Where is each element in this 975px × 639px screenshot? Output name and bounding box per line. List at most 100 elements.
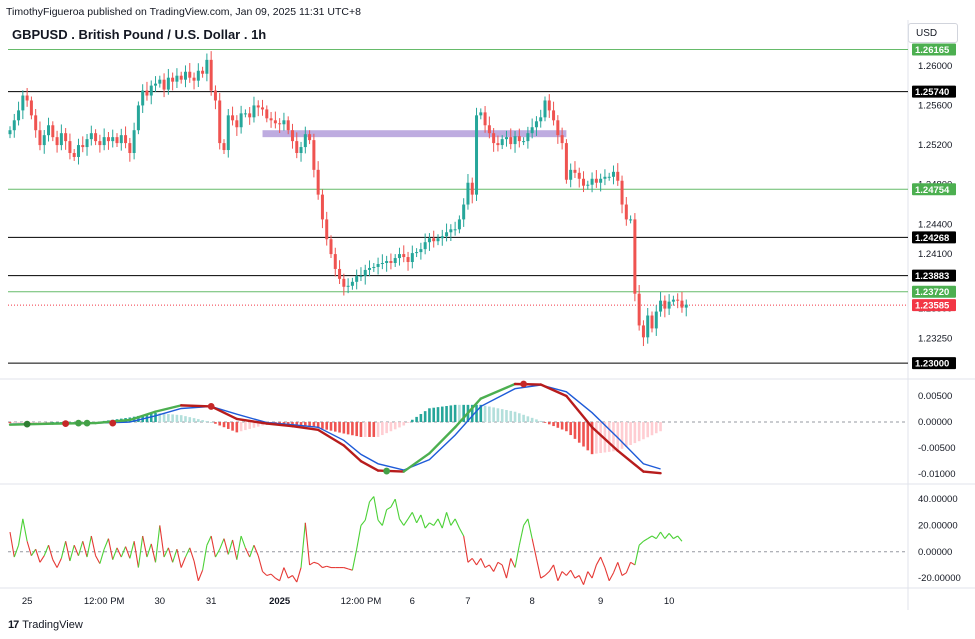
- candle-body: [547, 100, 551, 111]
- candle-body: [183, 71, 187, 80]
- candle-body: [243, 113, 247, 115]
- candle-body: [338, 268, 342, 279]
- candle-body: [128, 143, 132, 154]
- osc-line-segment: [22, 518, 28, 542]
- osc-line-segment: [587, 571, 593, 579]
- macd-histogram-bar: [411, 419, 414, 423]
- macd-histogram-bar: [381, 422, 384, 436]
- osc-line-segment: [309, 561, 315, 566]
- candle-body: [539, 117, 543, 122]
- candle-body: [34, 115, 38, 131]
- macd-histogram-bar: [492, 407, 495, 423]
- osc-line-segment: [497, 561, 503, 566]
- candle-body: [188, 71, 192, 78]
- candle-body: [231, 115, 235, 121]
- osc-line-segment: [660, 531, 666, 539]
- candle-body: [530, 127, 534, 134]
- osc-line-segment: [364, 501, 371, 521]
- macd-histogram-bar: [252, 422, 256, 428]
- osc-line-segment: [317, 563, 323, 568]
- osc-line-segment: [227, 539, 234, 555]
- macd-histogram-bar: [560, 422, 564, 430]
- macd-histogram-bar: [372, 422, 376, 437]
- macd-histogram-bar: [295, 422, 299, 426]
- macd-histogram-bar: [8, 422, 12, 424]
- candle-body: [192, 77, 196, 81]
- level-label-bg: [912, 43, 956, 56]
- osc-line-segment: [630, 561, 636, 566]
- macd-tick-label: -0.00500: [918, 443, 956, 454]
- candle-body: [393, 258, 397, 264]
- osc-line-segment: [463, 535, 469, 563]
- osc-line-segment: [450, 518, 456, 526]
- candle-body: [286, 120, 290, 131]
- macd-line-segment: [265, 422, 294, 428]
- brand-name[interactable]: TradingView: [22, 619, 83, 631]
- osc-line-segment: [394, 499, 401, 520]
- time-tick-label: 8: [530, 596, 535, 607]
- macd-histogram-bar: [547, 422, 551, 425]
- candle-body: [132, 130, 136, 154]
- macd-histogram-bar: [518, 413, 521, 423]
- candle-body: [308, 134, 312, 141]
- macd-histogram-bar: [654, 422, 658, 434]
- macd-histogram-bar: [607, 422, 611, 452]
- candle-body: [470, 182, 474, 195]
- price-tick-label: 1.26000: [918, 61, 952, 72]
- macd-cross-marker: [83, 419, 91, 427]
- candle-body: [303, 134, 307, 148]
- candle-body: [29, 100, 33, 116]
- macd-histogram-bar: [453, 404, 457, 423]
- candle-body: [504, 137, 508, 140]
- macd-histogram-bar: [539, 420, 543, 423]
- osc-line-segment: [326, 565, 332, 569]
- osc-line-segment: [279, 567, 285, 581]
- macd-histogram-bar: [565, 422, 568, 432]
- macd-histogram-bar: [616, 422, 620, 451]
- candle-body: [235, 120, 239, 128]
- macd-histogram-bar: [333, 422, 337, 432]
- macd-histogram-bar: [291, 422, 294, 426]
- osc-line-segment: [416, 514, 422, 524]
- osc-line-segment: [304, 522, 311, 566]
- macd-histogram-bar: [222, 422, 226, 428]
- macd-histogram-bar: [526, 416, 530, 423]
- macd-histogram-bar: [256, 422, 260, 427]
- macd-line-segment: [402, 452, 431, 473]
- macd-histogram-bar: [625, 422, 628, 447]
- osc-line-segment: [617, 562, 623, 576]
- osc-line-segment: [107, 538, 114, 560]
- osc-line-segment: [103, 538, 109, 550]
- osc-line-segment: [275, 577, 280, 582]
- macd-histogram-bar: [573, 422, 577, 439]
- macd-histogram-bar: [376, 422, 380, 437]
- candle-body: [376, 263, 380, 267]
- candle-body: [573, 169, 577, 173]
- macd-histogram-bar: [633, 422, 637, 444]
- candle-body: [389, 261, 393, 264]
- macd-histogram-bar: [445, 405, 448, 423]
- candle-body: [594, 178, 598, 183]
- candle-body: [462, 204, 466, 220]
- time-tick-label: 6: [410, 596, 415, 607]
- macd-histogram-bar: [321, 422, 324, 429]
- macd-histogram-bar: [513, 411, 517, 423]
- price-tick-label: 1.24100: [918, 249, 952, 260]
- macd-histogram-bar: [12, 422, 16, 424]
- osc-line-segment: [18, 518, 24, 546]
- osc-line-segment: [548, 564, 555, 572]
- candle-body: [51, 125, 55, 138]
- osc-line-segment: [638, 540, 644, 546]
- candle-body: [38, 130, 42, 146]
- macd-histogram-bar: [449, 405, 453, 423]
- macd-histogram-bar: [556, 422, 560, 428]
- osc-line-segment: [30, 548, 37, 557]
- osc-line-segment: [142, 535, 148, 558]
- osc-line-segment: [167, 547, 174, 563]
- osc-line-segment: [591, 564, 597, 579]
- candle-body: [449, 229, 453, 233]
- candle-body: [629, 219, 633, 221]
- level-label: 1.25740: [915, 87, 949, 98]
- osc-line-segment: [270, 573, 276, 579]
